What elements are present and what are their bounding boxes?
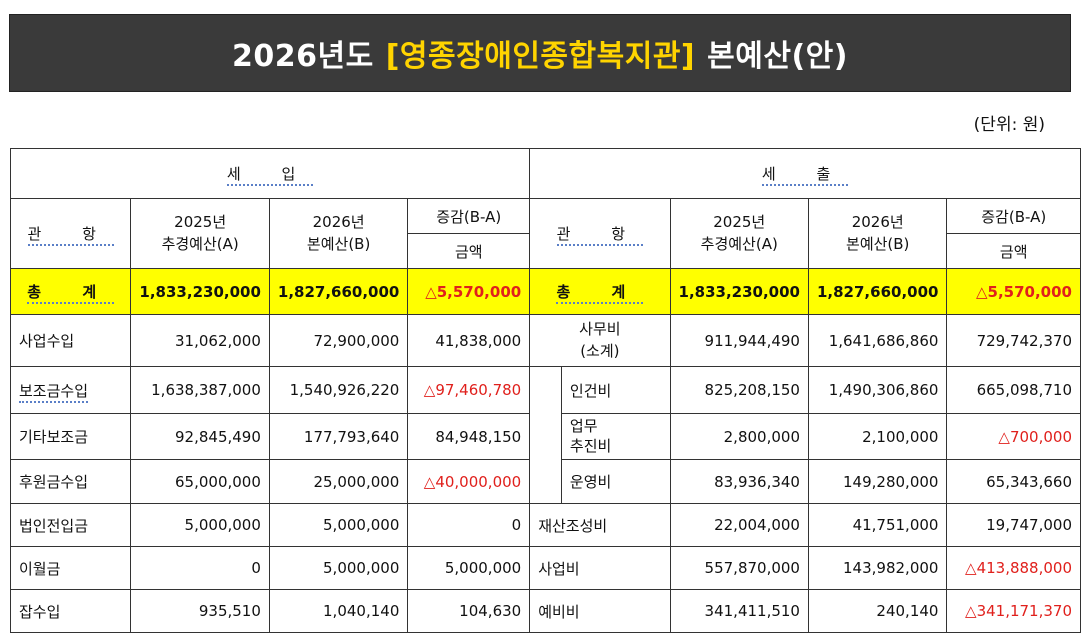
income-b: 1,040,140 (268, 589, 409, 633)
income-category-header: 관 항 (9, 198, 132, 269)
expense-b: 2,100,000 (807, 413, 948, 460)
income-name: 후원금수입 (9, 459, 132, 504)
table-row: 법인전입금 5,000,000 5,000,000 0 재산조성비 22,004… (9, 503, 1081, 547)
income-b: 177,793,640 (268, 413, 409, 460)
income-diff: 84,948,150 (407, 413, 531, 460)
income-b: 1,540,926,220 (268, 366, 409, 414)
expense-a: 22,004,000 (669, 503, 809, 547)
expense-indent-cell (529, 366, 562, 504)
income-a: 1,638,387,000 (130, 366, 270, 414)
table-row: 사업수입 31,062,000 72,900,000 41,838,000 사무… (9, 314, 1081, 367)
expense-diff: △413,888,000 (946, 546, 1081, 590)
expense-a: 341,411,510 (669, 589, 809, 633)
income-a: 92,845,490 (130, 413, 270, 460)
expense-diff: 665,098,710 (946, 366, 1081, 414)
expense-diff-header: 증감(B-A) (946, 198, 1081, 234)
expense-a: 557,870,000 (669, 546, 809, 590)
expense-diff: 19,747,000 (946, 503, 1081, 547)
expense-header: 세 출 (529, 148, 1081, 199)
table-row: 기타보조금 92,845,490 177,793,640 84,948,150 … (9, 413, 1081, 460)
title-suffix: 본예산(안) (707, 39, 848, 74)
expense-total-b: 1,827,660,000 (807, 268, 948, 315)
expense-b: 1,490,306,860 (807, 366, 948, 414)
expense-amount-header: 금액 (946, 233, 1081, 269)
expense-a: 83,936,340 (669, 459, 809, 504)
income-b: 5,000,000 (268, 546, 409, 590)
income-total-diff: △5,570,000 (407, 268, 531, 315)
expense-name: 사무비 (소계) (529, 314, 671, 367)
expense-name: 업무 추진비 (560, 413, 671, 460)
income-b: 72,900,000 (268, 314, 409, 367)
income-a: 0 (130, 546, 270, 590)
expense-b: 1,641,686,860 (807, 314, 948, 367)
expense-name: 예비비 (529, 589, 671, 633)
table-row: 보조금수입 1,638,387,000 1,540,926,220 △97,46… (9, 366, 1081, 504)
income-diff: △40,000,000 (407, 459, 531, 504)
income-a: 31,062,000 (130, 314, 270, 367)
expense-a: 911,944,490 (669, 314, 809, 367)
income-a: 5,000,000 (130, 503, 270, 547)
expense-b: 240,140 (807, 589, 948, 633)
title-bar: 2026년도 [영종장애인종합복지관] 본예산(안) (9, 14, 1071, 92)
income-diff: 5,000,000 (407, 546, 531, 590)
income-name: 기타보조금 (9, 413, 132, 460)
income-name: 잡수입 (9, 589, 132, 633)
budget-table: 세 입 세 출 관 항 2025년 추경예산(A) 2026년 본예산(B) 증… (9, 148, 1081, 633)
expense-name: 사업비 (529, 546, 671, 590)
title-prefix: 2026년도 (232, 39, 374, 74)
expense-b: 143,982,000 (807, 546, 948, 590)
income-name: 사업수입 (9, 314, 132, 367)
expense-b: 41,751,000 (807, 503, 948, 547)
expense-b: 149,280,000 (807, 459, 948, 504)
income-diff-header: 증감(B-A) (407, 198, 531, 234)
income-total-a: 1,833,230,000 (130, 268, 270, 315)
income-name: 보조금수입 (9, 366, 132, 414)
income-diff: 104,630 (407, 589, 531, 633)
expense-diff: △341,171,370 (946, 589, 1081, 633)
income-2026-header: 2026년 본예산(B) (268, 198, 409, 269)
expense-name: 인건비 (560, 366, 671, 414)
expense-name: 운영비 (560, 459, 671, 504)
income-total-label: 총 계 (9, 268, 132, 315)
income-diff: 0 (407, 503, 531, 547)
expense-category-header: 관 항 (529, 198, 671, 269)
expense-name: 재산조성비 (529, 503, 671, 547)
total-row: 총 계 1,833,230,000 1,827,660,000 △5,570,0… (9, 268, 1081, 315)
expense-diff: 65,343,660 (946, 459, 1081, 504)
expense-diff: 729,742,370 (946, 314, 1081, 367)
income-a: 935,510 (130, 589, 270, 633)
income-total-b: 1,827,660,000 (268, 268, 409, 315)
income-amount-header: 금액 (407, 233, 531, 269)
expense-total-a: 1,833,230,000 (669, 268, 809, 315)
table-row: 이월금 0 5,000,000 5,000,000 사업비 557,870,00… (9, 546, 1081, 590)
expense-2026-header: 2026년 본예산(B) (807, 198, 948, 269)
income-b: 25,000,000 (268, 459, 409, 504)
income-name: 법인전입금 (9, 503, 132, 547)
title-highlight: [영종장애인종합복지관] (385, 39, 696, 74)
expense-diff: △700,000 (946, 413, 1081, 460)
income-diff: △97,460,780 (407, 366, 531, 414)
income-a: 65,000,000 (130, 459, 270, 504)
income-diff: 41,838,000 (407, 314, 531, 367)
expense-2025-header: 2025년 추경예산(A) (669, 198, 809, 269)
expense-total-diff: △5,570,000 (946, 268, 1081, 315)
income-2025-header: 2025년 추경예산(A) (130, 198, 270, 269)
income-name: 이월금 (9, 546, 132, 590)
table-row: 잡수입 935,510 1,040,140 104,630 예비비 341,41… (9, 589, 1081, 633)
expense-a: 2,800,000 (669, 413, 809, 460)
unit-label: (단위: 원) (973, 115, 1045, 135)
expense-total-label: 총 계 (529, 268, 671, 315)
income-b: 5,000,000 (268, 503, 409, 547)
expense-a: 825,208,150 (669, 366, 809, 414)
income-header: 세 입 (9, 148, 531, 199)
